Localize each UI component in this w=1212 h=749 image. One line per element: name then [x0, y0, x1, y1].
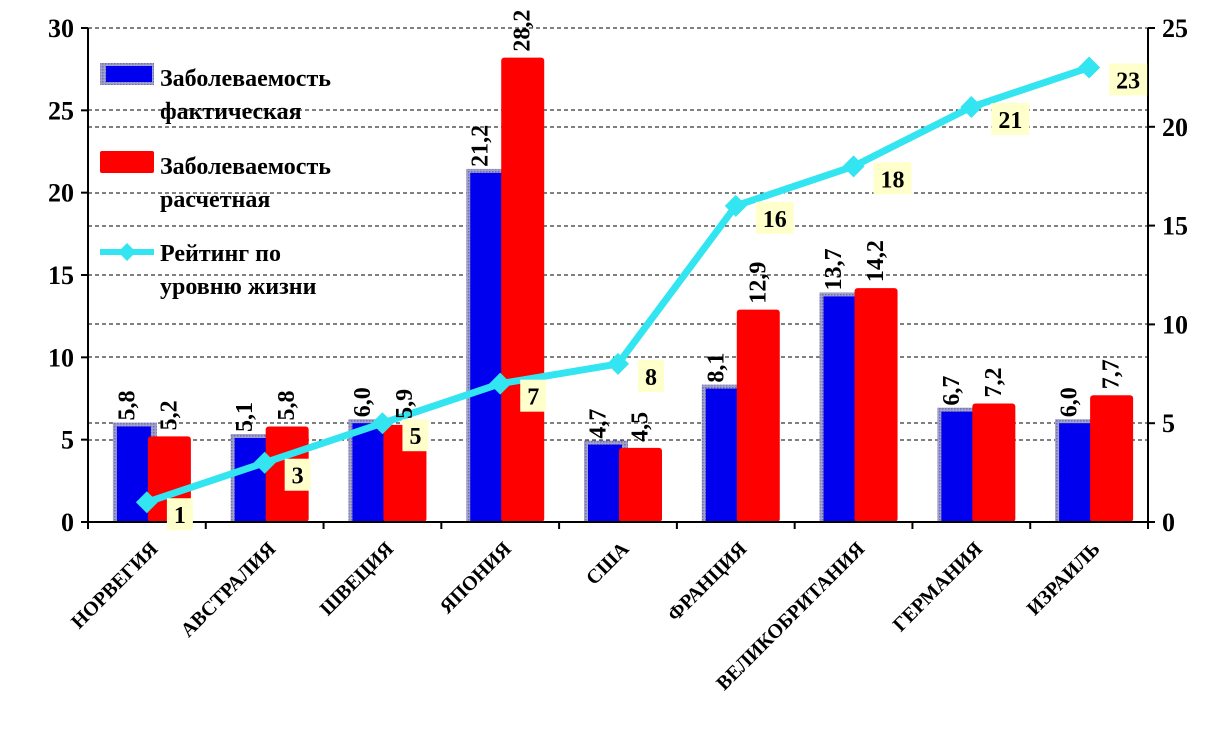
bar-actual	[470, 172, 505, 522]
bar-estimated	[736, 309, 780, 522]
rating-marker	[253, 451, 276, 474]
y-left-tick-label: 20	[48, 179, 74, 208]
data-label-actual: 6,7	[939, 376, 965, 406]
bar-actual	[588, 444, 622, 522]
data-label-estimated: 4,5	[628, 412, 654, 442]
rating-label-box	[284, 458, 311, 491]
y-right-tick-label: 15	[1162, 212, 1188, 241]
y-left-tick-label: 25	[48, 96, 74, 125]
data-label-estimated: 5,8	[274, 390, 300, 420]
data-label-actual: 5,1	[232, 402, 258, 432]
y-right-tick-label: 5	[1162, 409, 1175, 438]
rating-label: 3	[292, 464, 304, 490]
data-label-actual: 4,7	[586, 409, 612, 439]
rating-label-box	[755, 201, 794, 234]
rating-label: 21	[998, 108, 1022, 134]
y-right-tick-label: 0	[1162, 508, 1175, 537]
legend-label-rating-line2: уровню жизни	[160, 274, 317, 300]
rating-label: 16	[763, 207, 787, 233]
rating-marker	[1078, 56, 1101, 79]
legend-label-actual-line2: фактическая	[160, 99, 302, 125]
category-label: АВСТРАЛИЯ	[177, 538, 281, 642]
data-label-actual: 6,0	[350, 387, 376, 417]
bar-actual	[234, 438, 269, 522]
data-label-estimated: 14,2	[863, 240, 889, 282]
rating-marker	[842, 155, 865, 178]
y-right-tick-label: 10	[1162, 310, 1188, 339]
rating-label-box	[991, 103, 1030, 136]
rating-label-box	[166, 498, 193, 531]
rating-label-box	[402, 419, 429, 452]
rating-label: 18	[881, 167, 905, 193]
rating-label: 1	[174, 503, 186, 529]
rating-marker	[135, 491, 158, 514]
data-label-actual: 8,1	[703, 353, 729, 383]
category-label: ГЕРМАНИЯ	[889, 538, 988, 637]
data-label-estimated: 5,9	[392, 389, 418, 419]
legend-label-rating-line1: Рейтинг по	[160, 241, 281, 267]
category-label: ИЗРАИЛЬ	[1023, 538, 1105, 620]
legend-label-estimated-line1: Заболеваемость	[160, 154, 331, 180]
legend-swatch-actual-fill	[106, 66, 152, 82]
bar-estimated	[972, 403, 1016, 522]
data-label-estimated: 28,2	[510, 10, 536, 52]
rating-label-box	[638, 359, 664, 392]
rating-label-box	[873, 162, 912, 195]
y-left-tick-label: 5	[61, 426, 74, 455]
bar-actual	[941, 411, 976, 522]
bar-actual	[1059, 423, 1094, 522]
category-label: ФРАНЦИЯ	[663, 538, 751, 626]
category-label: ШВЕЦИЯ	[316, 538, 399, 621]
rating-label: 5	[409, 424, 421, 450]
bar-actual	[823, 296, 858, 522]
bar-estimated	[501, 57, 545, 522]
data-label-estimated: 7,7	[1099, 359, 1125, 389]
bar-estimated	[854, 288, 898, 522]
bar-estimated	[619, 447, 662, 522]
rating-label-box	[520, 379, 547, 412]
y-right-tick-label: 20	[1162, 113, 1188, 142]
y-left-tick-label: 15	[48, 261, 74, 290]
legend-label-estimated-line2: расчетная	[160, 187, 270, 213]
rating-label: 7	[527, 385, 539, 411]
data-label-estimated: 5,2	[156, 400, 182, 430]
legend-swatch-rating-marker	[118, 243, 136, 261]
bar-actual	[352, 423, 387, 522]
data-label-estimated: 12,9	[745, 262, 771, 304]
legend-swatch-estimated	[100, 151, 154, 173]
rating-marker	[960, 96, 983, 119]
rating-marker	[489, 372, 512, 395]
y-left-tick-label: 10	[48, 343, 74, 372]
category-label: НОРВЕГИЯ	[67, 538, 163, 634]
y-right-tick-label: 25	[1162, 14, 1188, 43]
data-label-actual: 6,0	[1057, 387, 1083, 417]
data-label-actual: 13,7	[821, 248, 847, 290]
category-label: США	[582, 538, 634, 590]
legend-label-actual-line1: Заболеваемость	[160, 66, 331, 92]
rating-marker	[724, 194, 747, 217]
rating-marker	[607, 352, 629, 375]
data-label-estimated: 7,2	[981, 367, 1007, 397]
y-left-tick-label: 30	[48, 14, 74, 43]
rating-marker	[371, 412, 394, 435]
bar-actual	[705, 388, 740, 522]
data-label-actual: 21,2	[468, 125, 494, 167]
legend: Заболеваемость фактическая Заболеваемость р…	[100, 63, 331, 300]
category-label: ЯПОНИЯ	[436, 538, 516, 618]
data-label-actual: 5,8	[114, 390, 140, 420]
bar-estimated	[1090, 395, 1134, 522]
rating-label: 8	[645, 365, 657, 391]
rating-label-box	[1109, 63, 1148, 96]
rating-line	[135, 56, 1101, 514]
rating-label: 23	[1116, 69, 1140, 95]
y-left-tick-label: 0	[61, 508, 74, 537]
